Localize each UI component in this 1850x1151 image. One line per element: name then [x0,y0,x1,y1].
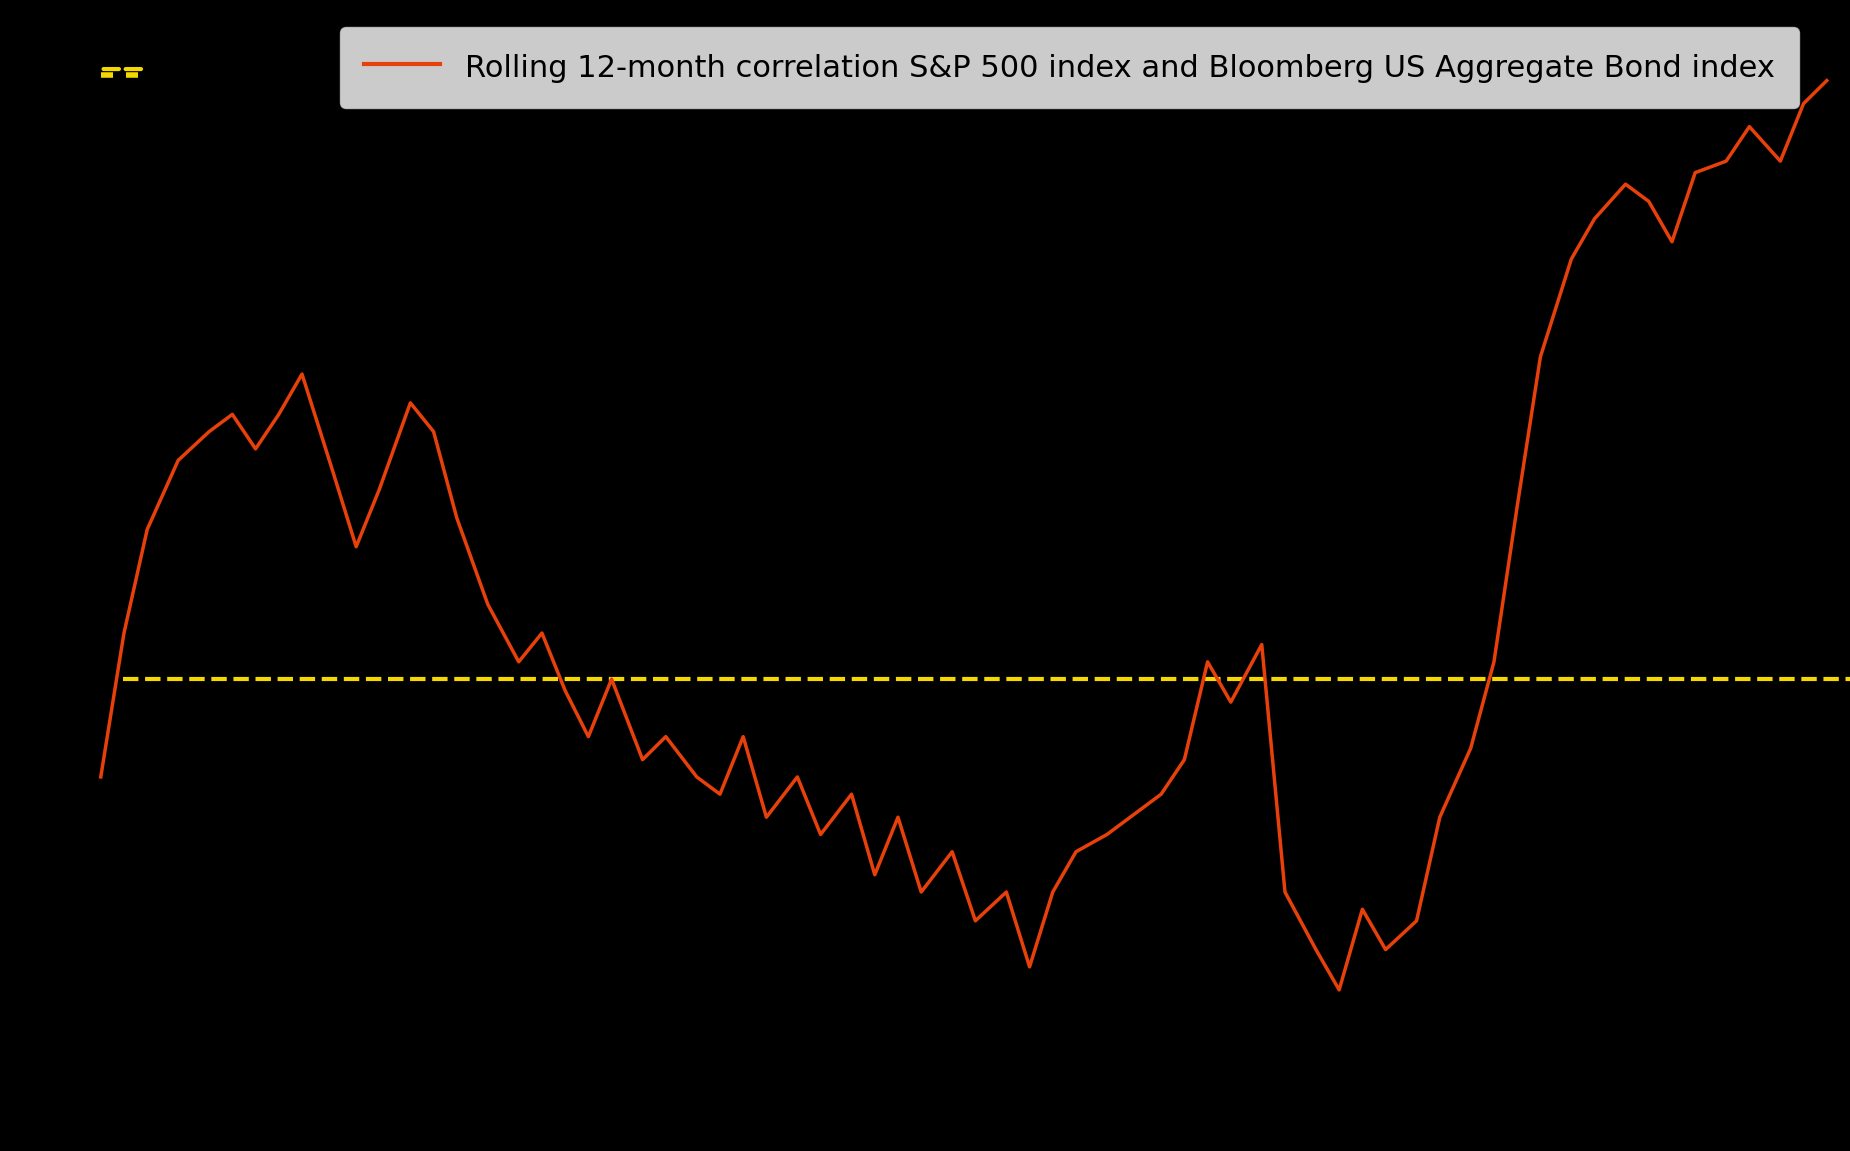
Legend: Rolling 12-month correlation S&P 500 index and Bloomberg US Aggregate Bond index: Rolling 12-month correlation S&P 500 ind… [340,26,1798,108]
